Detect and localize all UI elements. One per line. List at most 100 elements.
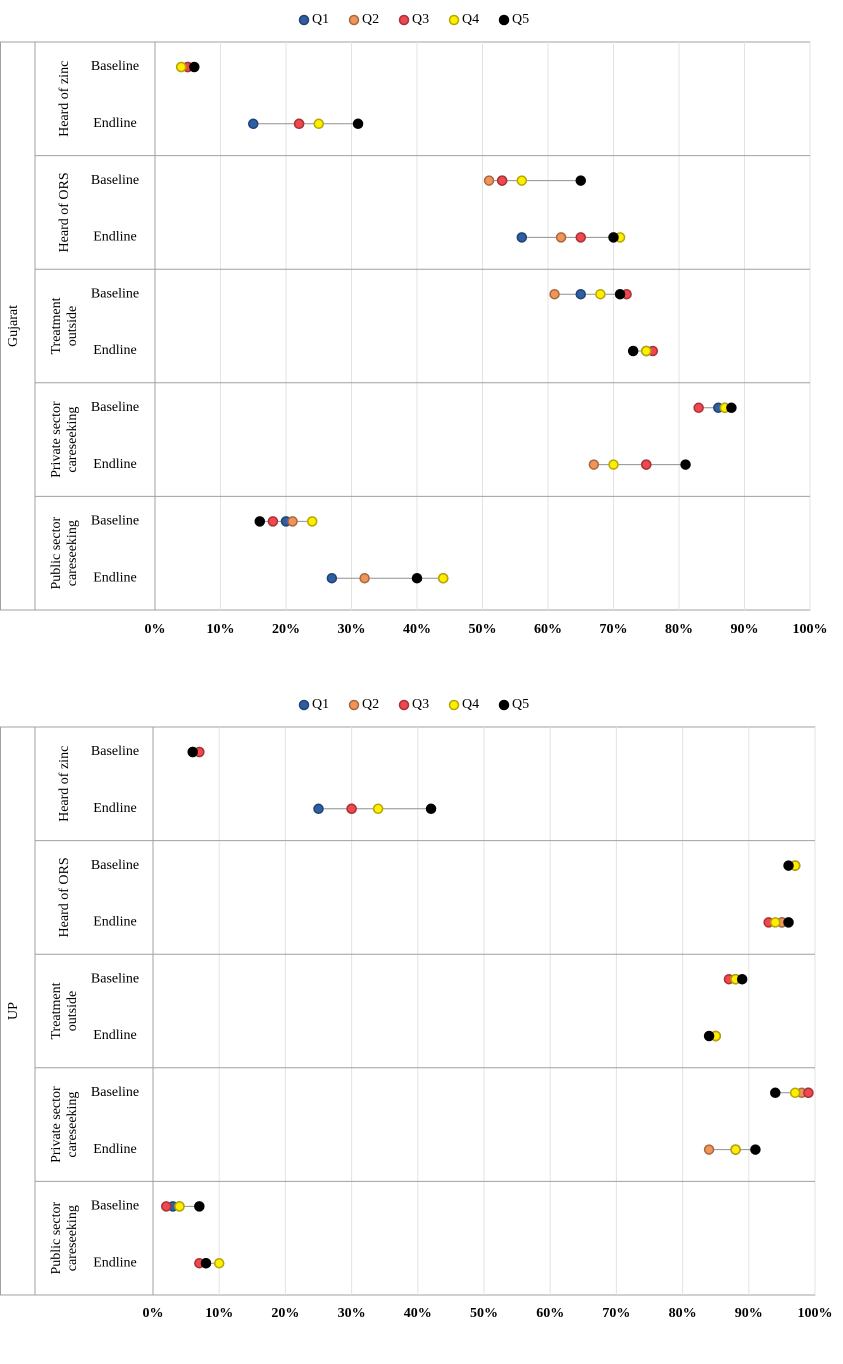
- dot: [411, 572, 423, 584]
- row-label: Endline: [93, 230, 137, 245]
- group-label: careseeking: [65, 1092, 80, 1158]
- legend-label: Q5: [512, 12, 529, 27]
- x-tick-label: 90%: [735, 1306, 763, 1321]
- dot: [736, 973, 748, 985]
- dot: [608, 459, 619, 470]
- dot: [588, 459, 600, 470]
- dot: [614, 288, 626, 300]
- x-tick-label: 80%: [669, 1306, 697, 1321]
- dot: [175, 61, 187, 73]
- dot: [496, 175, 508, 186]
- dot: [726, 402, 737, 414]
- dot: [189, 61, 200, 73]
- group-label: Private sector: [49, 1086, 64, 1163]
- region-label: Gujarat: [6, 305, 21, 347]
- dot: [703, 1030, 715, 1042]
- row-label: Endline: [93, 915, 137, 930]
- legend-label: Q2: [362, 12, 379, 27]
- legend-label: Q1: [312, 697, 329, 712]
- group-label: Private sector: [49, 401, 64, 478]
- row-label: Baseline: [91, 400, 139, 415]
- row-label: Endline: [93, 1028, 137, 1043]
- row-label: Endline: [93, 1255, 137, 1270]
- row-label: Baseline: [91, 286, 139, 301]
- legend-marker: [348, 699, 360, 711]
- legend-label: Q3: [412, 697, 429, 712]
- dot: [555, 232, 567, 243]
- legend-label: Q1: [312, 12, 329, 27]
- dot: [425, 803, 437, 815]
- x-tick-label: 70%: [600, 622, 628, 637]
- dot: [187, 746, 198, 758]
- x-tick-label: 0%: [143, 1306, 164, 1321]
- legend-marker: [498, 14, 510, 26]
- group-label: Treatment: [49, 297, 64, 354]
- x-tick-label: 30%: [338, 622, 366, 637]
- x-tick-label: 80%: [665, 622, 693, 637]
- row-label: Baseline: [91, 1085, 139, 1100]
- row-label: Baseline: [91, 971, 139, 986]
- group-label: careseeking: [65, 520, 80, 586]
- legend-marker: [298, 14, 310, 26]
- dot: [703, 1144, 715, 1155]
- group-label: careseeking: [65, 407, 80, 473]
- x-tick-label: 100%: [798, 1306, 833, 1321]
- row-label: Baseline: [91, 1199, 139, 1214]
- x-tick-label: 100%: [793, 622, 828, 637]
- dot: [783, 917, 794, 928]
- dot: [200, 1257, 212, 1269]
- region-label: UP: [6, 1002, 21, 1020]
- dot: [641, 459, 652, 470]
- x-tick-label: 20%: [271, 1306, 299, 1321]
- dot: [730, 1144, 741, 1155]
- legend-marker: [298, 699, 310, 711]
- dot: [352, 118, 364, 130]
- group-label: outside: [65, 306, 80, 346]
- dot: [254, 516, 266, 527]
- x-tick-label: 30%: [338, 1306, 366, 1321]
- x-tick-label: 0%: [145, 622, 166, 637]
- dot: [160, 1201, 172, 1212]
- row-label: Baseline: [91, 173, 139, 188]
- group-label: Heard of zinc: [57, 61, 72, 137]
- row-label: Endline: [93, 457, 137, 472]
- x-tick-label: 40%: [404, 1306, 432, 1321]
- dot: [641, 345, 652, 357]
- dot: [549, 288, 560, 300]
- dot: [372, 803, 384, 815]
- dot: [783, 860, 794, 871]
- group-label: careseeking: [65, 1205, 80, 1271]
- dot: [293, 118, 305, 130]
- legend-marker: [448, 14, 460, 26]
- dot: [359, 572, 370, 584]
- legend-label: Q5: [512, 697, 529, 712]
- legend-marker: [448, 699, 460, 711]
- row-label: Endline: [93, 116, 137, 131]
- dot: [326, 572, 338, 584]
- dot: [437, 572, 449, 584]
- row-label: Endline: [93, 801, 137, 816]
- x-tick-label: 90%: [731, 622, 759, 637]
- dot: [516, 232, 528, 243]
- dot: [213, 1257, 225, 1269]
- group-label: Heard of ORS: [57, 857, 72, 937]
- x-tick-label: 20%: [272, 622, 300, 637]
- dot: [789, 1087, 801, 1099]
- dot: [803, 1087, 814, 1099]
- x-tick-label: 50%: [470, 1306, 498, 1321]
- dot: [575, 175, 586, 186]
- dot: [693, 402, 704, 414]
- row-label: Baseline: [91, 858, 139, 873]
- row-label: Endline: [93, 1142, 137, 1157]
- dot: [306, 516, 318, 527]
- x-tick-label: 50%: [469, 622, 497, 637]
- dot: [770, 917, 781, 928]
- dot: [595, 288, 606, 300]
- legend-label: Q3: [412, 12, 429, 27]
- group-label: Heard of zinc: [57, 746, 72, 822]
- dot: [575, 288, 586, 300]
- dot: [194, 1201, 205, 1212]
- dot: [680, 459, 691, 470]
- dot: [346, 803, 357, 815]
